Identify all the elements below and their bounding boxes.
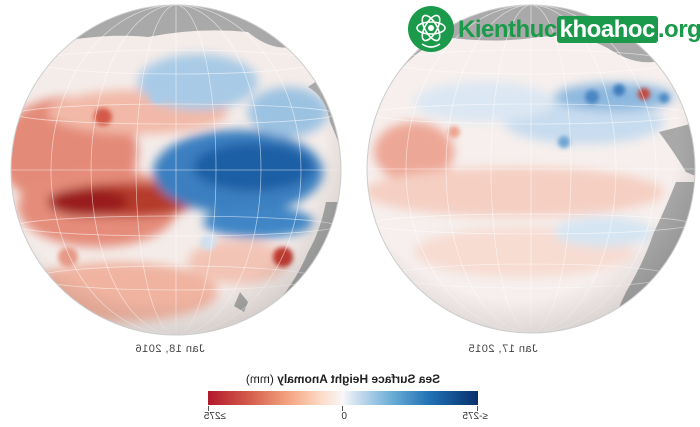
legend-tick-label-low: ≤-275 bbox=[462, 411, 488, 422]
legend-title-unit: (mm) bbox=[245, 372, 274, 386]
atom-logo-icon bbox=[408, 6, 454, 52]
legend-title: Sea Surface Height Anomaly (mm) bbox=[198, 372, 488, 386]
legend-color-bar bbox=[208, 391, 478, 405]
watermark-text-part3: .org bbox=[657, 16, 700, 43]
map-date-label-2015: Jan 17, 2015 bbox=[468, 343, 538, 355]
legend-tick-label-mid: 0 bbox=[341, 411, 347, 422]
globe-map-2015 bbox=[364, 2, 698, 336]
watermark-text-part2: khoahoc bbox=[556, 16, 658, 43]
map-date-label-2016: Jan 18, 2016 bbox=[135, 343, 205, 355]
site-watermark: Kienthuc khoahoc .org bbox=[408, 6, 700, 54]
color-legend: Sea Surface Height Anomaly (mm) ≤-275 0 … bbox=[198, 372, 488, 424]
legend-title-main: Sea Surface Height Anomaly bbox=[277, 372, 441, 386]
watermark-text: Kienthuc khoahoc .org bbox=[458, 16, 700, 44]
legend-tick-label-high: ≥275 bbox=[203, 411, 226, 422]
globe-map-2016 bbox=[8, 2, 344, 338]
watermark-text-part1: Kienthuc bbox=[458, 16, 557, 43]
